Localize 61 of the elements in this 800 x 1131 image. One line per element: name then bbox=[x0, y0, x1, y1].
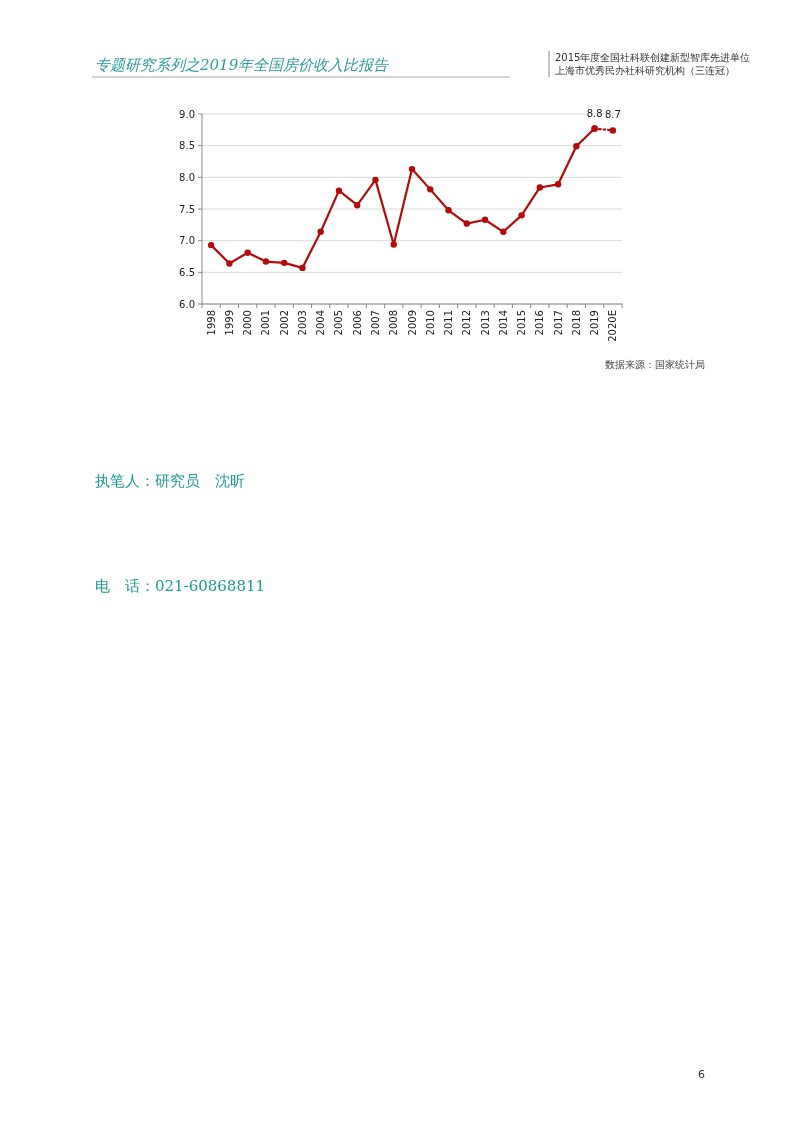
point bbox=[207, 241, 215, 249]
data-label: 8.8 bbox=[586, 107, 603, 119]
x-tick-label: 2016 bbox=[534, 310, 546, 336]
text: 2015年度全国社科联创建新型智库先进单位 bbox=[555, 52, 751, 63]
point bbox=[518, 212, 525, 219]
x-tick-label: 2008 bbox=[388, 310, 400, 336]
point bbox=[500, 228, 507, 235]
x-tick-label: 2010 bbox=[424, 310, 436, 336]
x-tick-label: 1999 bbox=[223, 310, 235, 336]
x-tick-label: 2011 bbox=[443, 310, 455, 336]
data-label: 8.7 bbox=[604, 109, 621, 121]
x-tick-label: 2013 bbox=[479, 310, 491, 336]
x-tick-label: 2019 bbox=[589, 310, 601, 336]
x-tick-label: 2003 bbox=[296, 310, 308, 336]
x-tick-label: 2006 bbox=[351, 310, 363, 336]
y-tick-label: 7.5 bbox=[179, 203, 195, 215]
point bbox=[299, 264, 306, 272]
point bbox=[609, 127, 617, 134]
x-tick-label: 2002 bbox=[278, 310, 290, 336]
x-tick-label: 2004 bbox=[315, 310, 327, 336]
point bbox=[335, 187, 343, 194]
source-note: 数据来源：国家统计局 bbox=[605, 359, 705, 370]
x-tick-label: 2000 bbox=[242, 310, 254, 336]
x-tick-label: 2014 bbox=[497, 310, 509, 336]
x-tick-label: 2001 bbox=[260, 310, 272, 336]
point bbox=[554, 181, 562, 188]
point bbox=[481, 216, 489, 223]
point bbox=[262, 258, 270, 265]
text: 上海市优秀民办社科研究机构（三连冠） bbox=[555, 65, 735, 76]
point bbox=[427, 186, 434, 193]
y-tick-label: 7.0 bbox=[179, 235, 195, 247]
point bbox=[244, 249, 251, 256]
x-tick-label: 1998 bbox=[205, 310, 217, 336]
point bbox=[573, 143, 580, 150]
y-tick-label: 6.5 bbox=[179, 266, 195, 278]
x-tick-label: 2009 bbox=[406, 310, 418, 336]
point bbox=[463, 220, 470, 227]
x-tick-label: 2012 bbox=[461, 310, 473, 336]
point bbox=[354, 202, 361, 209]
y-tick-label: 8.5 bbox=[179, 140, 195, 152]
x-tick-label: 2005 bbox=[333, 310, 345, 336]
point bbox=[280, 259, 288, 267]
x-tick-label: 2015 bbox=[516, 310, 528, 336]
point bbox=[445, 207, 452, 214]
point bbox=[408, 165, 416, 173]
x-tick-label: 2007 bbox=[369, 310, 381, 336]
point bbox=[226, 260, 233, 267]
y-tick-label: 6.0 bbox=[179, 298, 195, 310]
x-tick-label: 2017 bbox=[552, 310, 564, 336]
x-tick-label: 2020E bbox=[607, 310, 619, 342]
point bbox=[390, 241, 397, 248]
point bbox=[536, 184, 544, 191]
point bbox=[317, 228, 324, 235]
point bbox=[372, 176, 379, 184]
x-tick-label: 2018 bbox=[570, 310, 582, 336]
y-tick-label: 8.0 bbox=[179, 171, 195, 183]
text: 电 话：021-60868811 bbox=[95, 577, 266, 595]
y-tick-label: 9.0 bbox=[179, 108, 195, 120]
text: 6 bbox=[698, 1068, 705, 1081]
chart-title: 专题研究系列之2019年全国房价收入比报告 bbox=[95, 56, 390, 74]
text: 执笔人：研究员 沈昕 bbox=[95, 472, 245, 490]
